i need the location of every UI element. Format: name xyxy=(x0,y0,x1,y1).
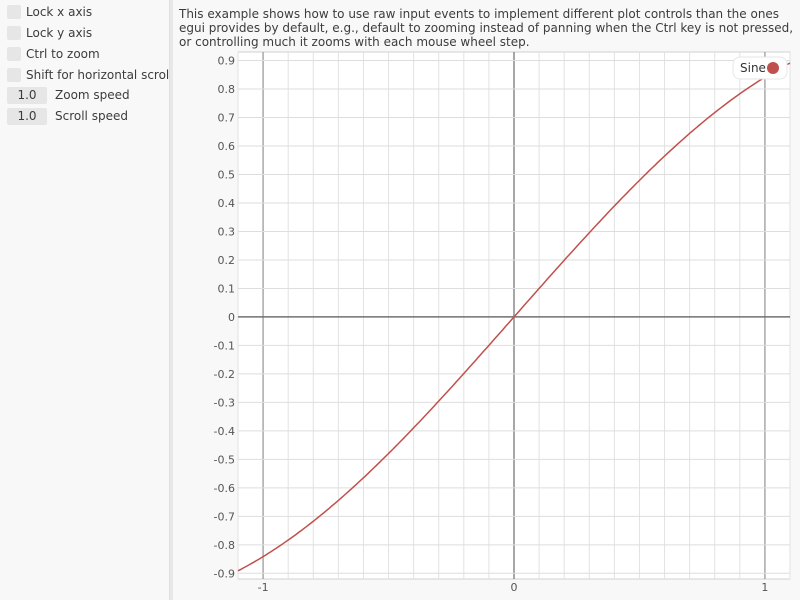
zoom-speed-label: Zoom speed xyxy=(55,88,130,102)
lock-y-checkbox[interactable]: Lock y axis xyxy=(7,24,92,42)
sine-line xyxy=(237,62,791,572)
y-tick-label: 0.6 xyxy=(218,140,236,153)
zoom-speed-row: 1.0 Zoom speed xyxy=(7,86,130,104)
controls-panel: Lock x axis Lock y axis Ctrl to zoom Shi… xyxy=(0,0,173,600)
y-tick-label: 0 xyxy=(228,311,235,324)
y-tick-label: 0.8 xyxy=(218,83,236,96)
checkbox-label: Lock y axis xyxy=(26,26,93,40)
description-text: This example shows how to use raw input … xyxy=(179,7,794,49)
checkbox-box[interactable] xyxy=(7,26,21,40)
x-tick-label: 1 xyxy=(761,581,768,594)
y-tick-label: 0.9 xyxy=(218,55,236,68)
y-tick-label: -0.6 xyxy=(214,482,235,495)
legend-label-sine: Sine xyxy=(740,61,766,75)
shift-scroll-checkbox[interactable]: Shift for horizontal scroll xyxy=(7,66,173,84)
ctrl-to-zoom-checkbox[interactable]: Ctrl to zoom xyxy=(7,45,100,63)
checkbox-label: Shift for horizontal scroll xyxy=(26,68,173,82)
y-tick-label: 0.7 xyxy=(218,112,236,125)
y-tick-label: 0.1 xyxy=(218,282,236,295)
x-tick-label: 0 xyxy=(511,581,518,594)
y-tick-label: -0.3 xyxy=(214,396,235,409)
y-tick-label: 0.4 xyxy=(218,197,236,210)
scroll-speed-row: 1.0 Scroll speed xyxy=(7,107,128,125)
checkbox-box[interactable] xyxy=(7,68,21,82)
checkbox-label: Ctrl to zoom xyxy=(26,47,100,61)
y-tick-label: -0.4 xyxy=(214,425,235,438)
checkbox-box[interactable] xyxy=(7,5,21,19)
checkbox-box[interactable] xyxy=(7,47,21,61)
y-tick-label: -0.2 xyxy=(214,368,235,381)
y-tick-label: 0.3 xyxy=(218,225,236,238)
lock-x-checkbox[interactable]: Lock x axis xyxy=(7,3,92,21)
checkbox-label: Lock x axis xyxy=(26,5,93,19)
y-tick-label: -0.7 xyxy=(214,510,235,523)
y-tick-label: -0.9 xyxy=(214,567,235,580)
scroll-speed-label: Scroll speed xyxy=(55,109,128,123)
y-tick-label: 0.5 xyxy=(218,168,236,181)
panel-resize-handle[interactable] xyxy=(170,0,173,600)
x-tick-label: -1 xyxy=(258,581,269,594)
scroll-speed-drag-value[interactable]: 1.0 xyxy=(7,107,47,125)
y-tick-label: -0.8 xyxy=(214,539,235,552)
legend-marker-sine xyxy=(767,62,779,74)
y-tick-label: 0.2 xyxy=(218,254,236,267)
zoom-speed-drag-value[interactable]: 1.0 xyxy=(7,86,47,104)
y-tick-label: -0.1 xyxy=(214,339,235,352)
y-tick-label: -0.5 xyxy=(214,453,235,466)
